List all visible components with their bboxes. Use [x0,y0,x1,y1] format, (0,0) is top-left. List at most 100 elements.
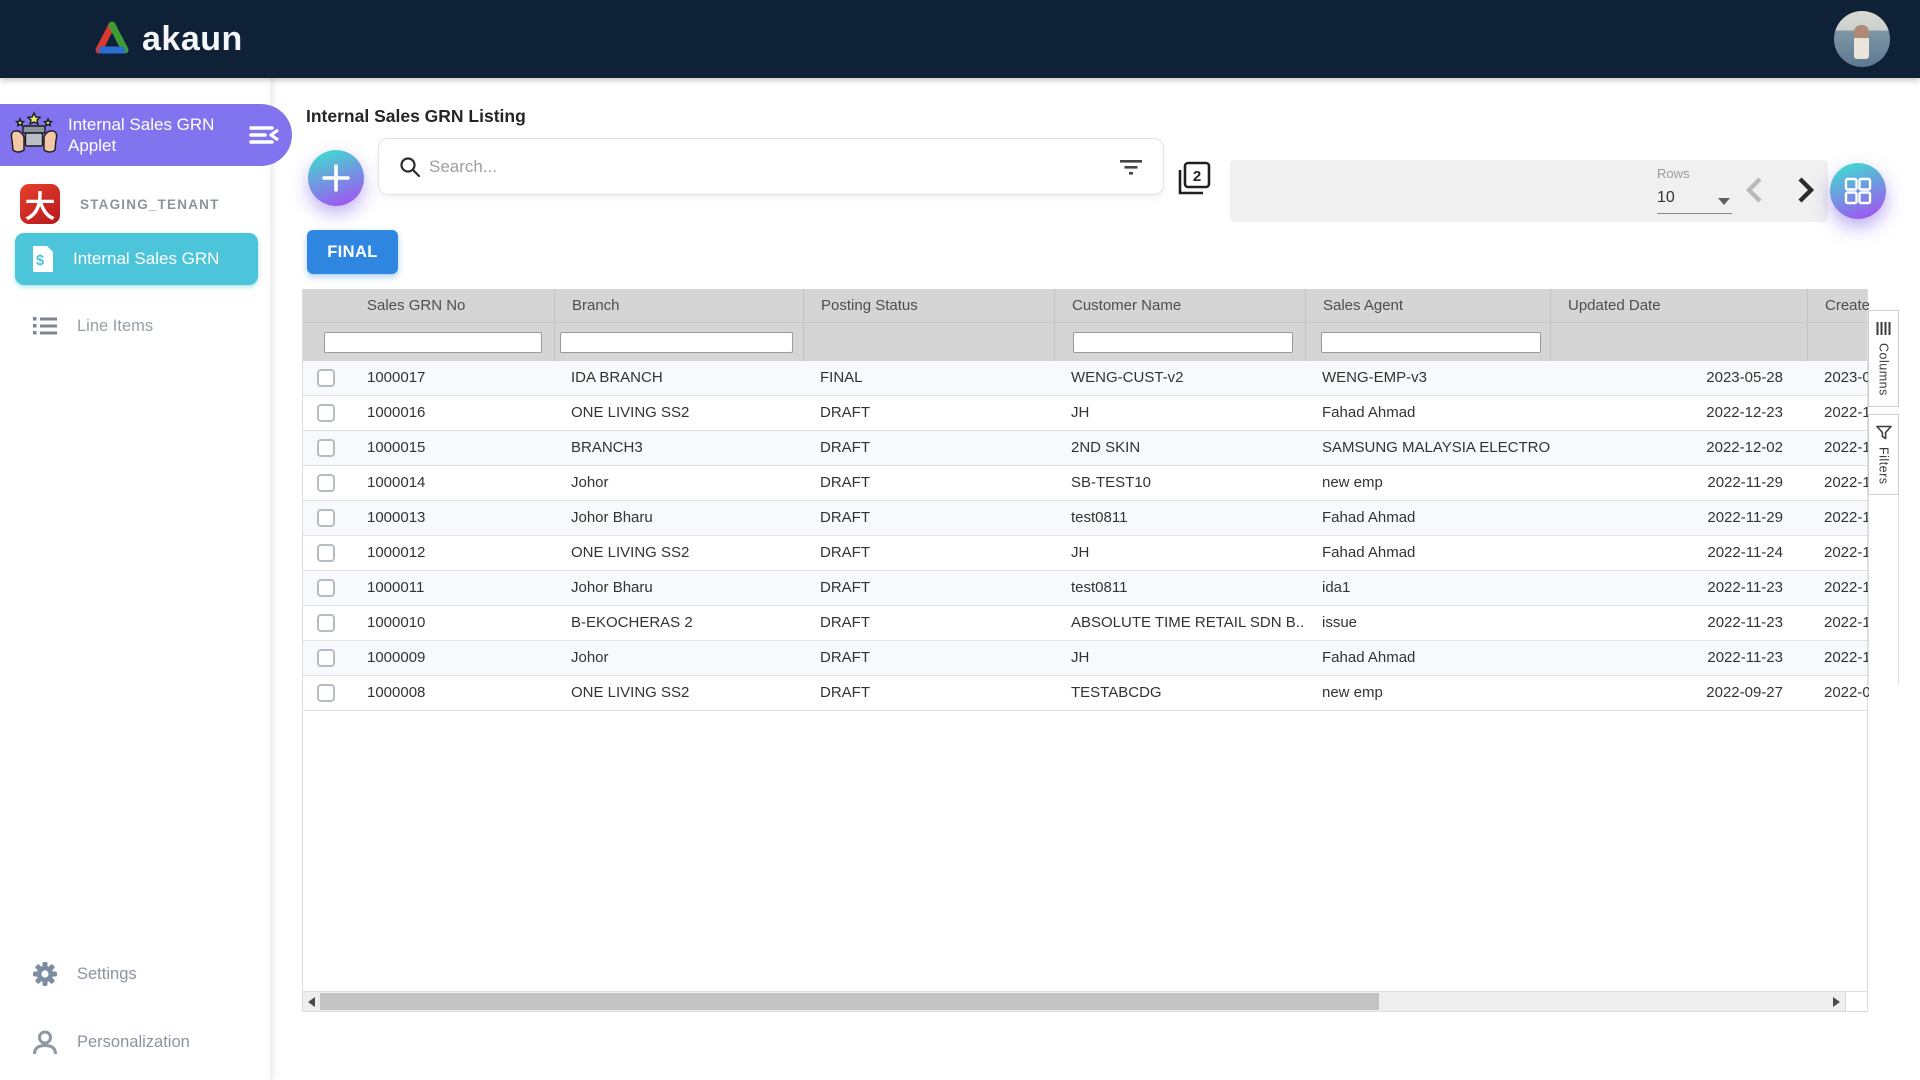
previous-page-button[interactable] [1742,174,1768,211]
column-header[interactable]: Updated Date [1550,289,1807,322]
cell-customer-name: test0811 [1071,579,1128,596]
row-checkbox-cell [303,396,350,430]
table-row[interactable]: 1000011 Johor Bharu DRAFT test0811 ida1 … [303,571,1869,606]
cell-customer-name: JH [1071,649,1090,666]
cell-sales-agent: new emp [1322,474,1383,491]
side-panel-filler [1868,495,1899,686]
cell-posting-status: DRAFT [820,404,870,421]
brand-name: akaun [142,19,243,58]
filter-input-branch[interactable] [560,332,793,353]
scroll-left-button[interactable] [303,992,320,1011]
cell-sales-agent: Fahad Ahmad [1322,404,1416,421]
table-row[interactable]: 1000017 IDA BRANCH FINAL WENG-CUST-v2 WE… [303,361,1869,396]
table-row[interactable]: 1000014 Johor DRAFT SB-TEST10 new emp 20… [303,466,1869,501]
cell-posting-status: DRAFT [820,509,870,526]
sidebar-item-personalization[interactable]: Personalization [0,1022,270,1062]
scrollbar-track[interactable] [320,992,1828,1011]
scroll-right-button[interactable] [1828,992,1845,1011]
sidebar-item-label: Internal Sales GRN [73,249,220,268]
row-checkbox-cell [303,606,350,640]
search-icon [379,156,429,178]
cell-updated-date: 2022-11-23 [1707,649,1783,666]
cell-posting-status: DRAFT [820,614,870,631]
rows-per-page-select[interactable]: 10 [1657,186,1732,214]
filter-cell [1305,323,1550,361]
filter-input-customer-name[interactable] [1073,332,1293,353]
row-checkbox[interactable] [317,439,335,457]
cell-branch: Johor Bharu [571,579,653,596]
cell-posting-status: DRAFT [820,544,870,561]
table-row[interactable]: 1000008 ONE LIVING SS2 DRAFT TESTABCDG n… [303,676,1869,711]
scroll-right-icon [1833,996,1840,1007]
table-row[interactable]: 1000013 Johor Bharu DRAFT test0811 Fahad… [303,501,1869,536]
next-page-button[interactable] [1792,174,1818,211]
table-row[interactable]: 1000010 B-EKOCHERAS 2 DRAFT ABSOLUTE TIM… [303,606,1869,641]
column-header[interactable]: Customer Name [1054,289,1305,322]
cell-updated-date: 2022-12-02 [1706,439,1783,456]
column-header[interactable]: Sales Agent [1305,289,1550,322]
column-header[interactable]: Created [1807,289,1869,322]
row-checkbox[interactable] [317,649,335,667]
row-checkbox[interactable] [317,544,335,562]
tab-columns[interactable]: Columns [1868,310,1899,407]
cell-sales-grn-no: 1000012 [367,544,426,561]
cell-branch: BRANCH3 [571,439,643,456]
tenant-name: STAGING_TENANT [80,196,220,212]
row-checkbox[interactable] [317,369,335,387]
sidebar-item-line-items[interactable]: Line Items [0,306,270,346]
applet-title: Internal Sales GRN Applet [68,114,215,155]
scrollbar-thumb[interactable] [320,993,1379,1010]
sidebar-item-internal-sales-grn[interactable]: $ Internal Sales GRN [15,233,258,285]
cell-updated-date: 2023-05-28 [1706,369,1783,386]
column-header[interactable]: Sales GRN No [367,297,466,314]
user-avatar[interactable] [1834,11,1890,67]
status-filter-final-button[interactable]: FINAL [307,230,398,274]
tenant-selector[interactable]: 大 STAGING_TENANT [0,182,270,226]
filters-icon [1875,425,1892,440]
row-checkbox[interactable] [317,579,335,597]
cell-created-date: 2022-1 [1824,509,1869,526]
cell-customer-name: WENG-CUST-v2 [1071,369,1184,386]
row-checkbox[interactable] [317,509,335,527]
row-checkbox-cell [303,676,350,710]
add-record-button[interactable] [308,150,364,206]
cell-created-date: 2023-0 [1824,369,1869,386]
filter-input-sales-agent[interactable] [1321,332,1541,353]
chevron-down-icon [1718,198,1730,205]
topbar: akaun [0,0,1920,78]
filter-cell [554,323,803,361]
table-row[interactable]: 1000012 ONE LIVING SS2 DRAFT JH Fahad Ah… [303,536,1869,571]
row-checkbox-cell [303,641,350,675]
row-checkbox[interactable] [317,684,335,702]
row-checkbox-cell [303,466,350,500]
tab-filters[interactable]: Filters [1868,413,1899,496]
collapse-sidebar-button[interactable] [248,120,282,150]
column-header[interactable]: Branch [554,289,803,322]
list-icon [31,315,59,337]
cell-updated-date: 2022-11-24 [1707,544,1783,561]
svg-text:$: $ [36,252,45,269]
table-row[interactable]: 1000015 BRANCH3 DRAFT 2ND SKIN SAMSUNG M… [303,431,1869,466]
duplicate-pages-icon[interactable]: 2 [1175,160,1211,203]
row-checkbox[interactable] [317,404,335,422]
rows-per-page-value: 10 [1657,189,1675,206]
sidebar-item-settings[interactable]: Settings [0,954,270,994]
table-row[interactable]: 1000016 ONE LIVING SS2 DRAFT JH Fahad Ah… [303,396,1869,431]
column-header[interactable]: Posting Status [803,289,1054,322]
rows-per-page-label: Rows [1657,166,1690,181]
search-input[interactable] [429,156,1099,177]
row-checkbox[interactable] [317,614,335,632]
cell-sales-grn-no: 1000013 [367,509,426,526]
cell-customer-name: JH [1071,544,1090,561]
table-row[interactable]: 1000009 Johor DRAFT JH Fahad Ahmad 2022-… [303,641,1869,676]
row-checkbox[interactable] [317,474,335,492]
svg-text:2: 2 [1193,168,1201,185]
search-bar [378,138,1164,195]
filter-input-sales-grn-no[interactable] [324,332,542,353]
person-icon [31,1029,59,1055]
cell-created-date: 2022-1 [1824,579,1869,596]
search-filter-icon[interactable] [1099,157,1163,177]
cell-created-date: 2022-1 [1824,544,1869,561]
grid-view-button[interactable] [1830,163,1886,219]
